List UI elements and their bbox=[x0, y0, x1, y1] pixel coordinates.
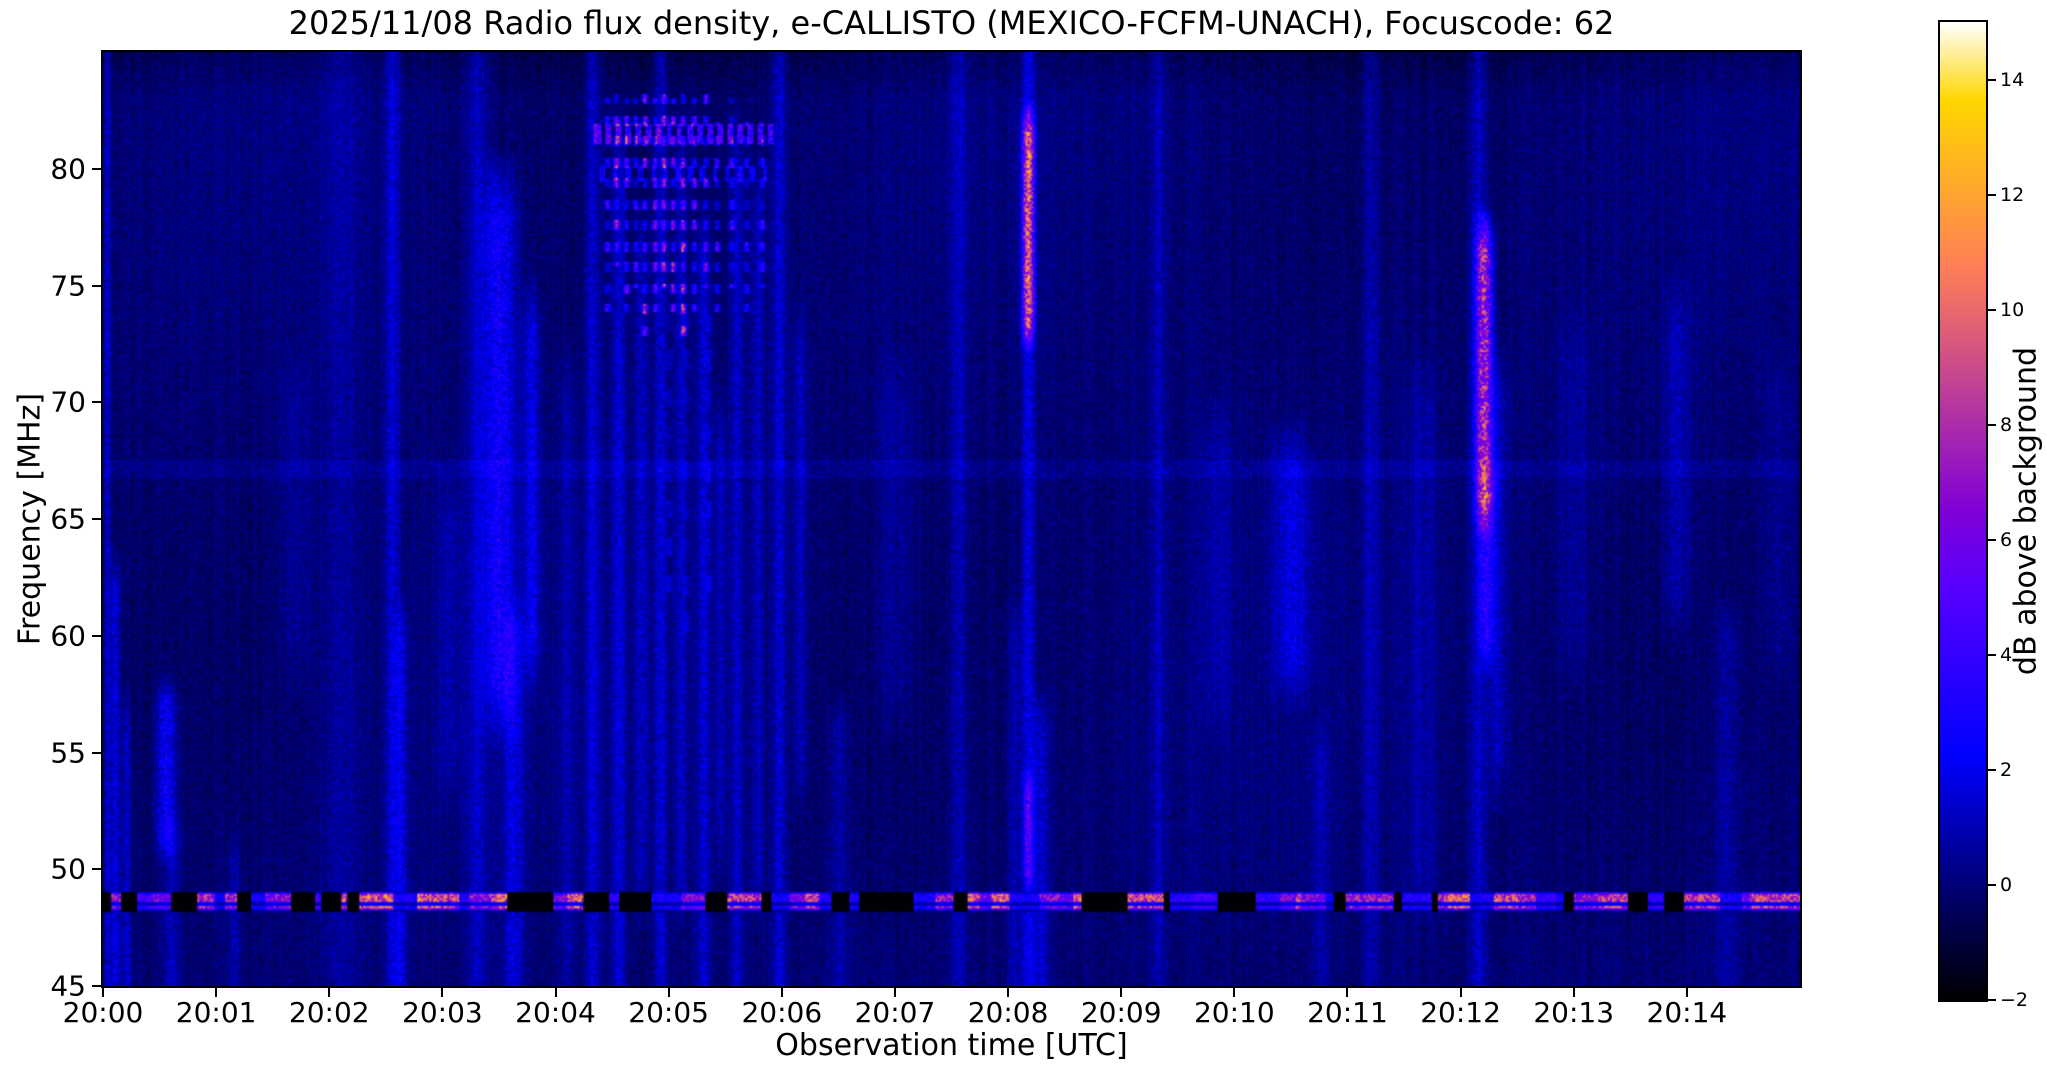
x-tick-mark bbox=[441, 988, 444, 997]
colorbar-tick-mark bbox=[1988, 308, 1996, 311]
colorbar-tick-label: −2 bbox=[2000, 989, 2029, 1011]
y-tick-mark bbox=[92, 518, 101, 520]
y-tick-label: 60 bbox=[50, 619, 86, 653]
colorbar-tick-label: 14 bbox=[2000, 68, 2025, 91]
x-tick-label: 20:01 bbox=[175, 996, 257, 1029]
x-tick-mark bbox=[1685, 988, 1688, 997]
x-tick-mark bbox=[1007, 988, 1010, 997]
y-tick-label: 65 bbox=[50, 502, 86, 536]
chart-title: 2025/11/08 Radio flux density, e-CALLIST… bbox=[288, 4, 1615, 42]
x-tick-mark bbox=[1346, 988, 1349, 997]
x-tick-mark bbox=[215, 988, 218, 997]
colorbar bbox=[1940, 22, 1986, 1000]
colorbar-tick-mark bbox=[1988, 193, 1996, 196]
y-tick-mark bbox=[92, 401, 101, 404]
colorbar-tick-label: 0 bbox=[2000, 873, 2013, 896]
x-tick-label: 20:12 bbox=[1420, 996, 1501, 1029]
x-tick-label: 20:03 bbox=[402, 996, 483, 1029]
colorbar-tick-mark bbox=[1988, 883, 1996, 886]
y-tick-mark bbox=[92, 284, 101, 287]
colorbar-tick-label: 10 bbox=[2000, 298, 2025, 321]
x-tick-mark bbox=[102, 988, 104, 997]
y-tick-mark bbox=[92, 634, 101, 637]
x-tick-mark bbox=[780, 988, 783, 997]
y-tick-mark bbox=[92, 985, 101, 987]
y-tick-mark bbox=[92, 751, 101, 754]
x-tick-mark bbox=[1120, 988, 1123, 997]
x-tick-label: 20:00 bbox=[62, 996, 144, 1029]
x-tick-label: 20:09 bbox=[1080, 996, 1162, 1029]
spectrogram-canvas bbox=[103, 52, 1800, 986]
x-tick-label: 20:06 bbox=[741, 996, 823, 1029]
x-tick-label: 20:07 bbox=[854, 996, 936, 1029]
x-tick-mark bbox=[1572, 988, 1575, 997]
x-tick-label: 20:13 bbox=[1533, 996, 1615, 1029]
x-tick-label: 20:08 bbox=[967, 996, 1049, 1029]
x-tick-mark bbox=[1233, 988, 1236, 997]
x-tick-mark bbox=[1459, 988, 1462, 997]
colorbar-tick-mark bbox=[1988, 538, 1996, 541]
colorbar-tick-label: 6 bbox=[2000, 528, 2013, 551]
y-tick-label: 75 bbox=[50, 269, 86, 302]
x-tick-label: 20:11 bbox=[1307, 996, 1388, 1029]
x-tick-label: 20:05 bbox=[628, 996, 710, 1029]
y-tick-label: 55 bbox=[50, 736, 86, 769]
y-tick-label: 50 bbox=[50, 852, 86, 886]
y-tick-label: 45 bbox=[50, 969, 86, 1003]
x-tick-mark bbox=[328, 988, 331, 997]
colorbar-tick-label: 12 bbox=[2000, 183, 2025, 206]
x-tick-label: 20:02 bbox=[288, 996, 370, 1029]
colorbar-tick-label: 4 bbox=[2000, 643, 2013, 666]
colorbar-tick-mark bbox=[1988, 653, 1996, 656]
colorbar-tick-mark bbox=[1988, 423, 1996, 426]
x-tick-mark bbox=[554, 988, 557, 997]
y-tick-mark bbox=[92, 167, 101, 170]
x-tick-label: 20:04 bbox=[515, 996, 596, 1029]
colorbar-tick-mark bbox=[1988, 78, 1996, 81]
y-tick-label: 80 bbox=[50, 152, 86, 186]
colorbar-tick-mark bbox=[1988, 768, 1996, 771]
x-axis-label: Observation time [UTC] bbox=[775, 1028, 1128, 1063]
colorbar-tick-mark bbox=[1988, 999, 1996, 1001]
y-tick-label: 70 bbox=[50, 385, 86, 419]
colorbar-label: dB above background bbox=[2008, 346, 2044, 676]
x-tick-mark bbox=[667, 988, 670, 997]
colorbar-tick-label: 8 bbox=[2000, 413, 2013, 436]
x-tick-label: 20:10 bbox=[1193, 996, 1275, 1029]
x-tick-mark bbox=[893, 988, 896, 997]
x-tick-label: 20:14 bbox=[1646, 996, 1728, 1029]
colorbar-tick-label: 2 bbox=[2000, 758, 2013, 781]
y-tick-mark bbox=[92, 868, 101, 871]
